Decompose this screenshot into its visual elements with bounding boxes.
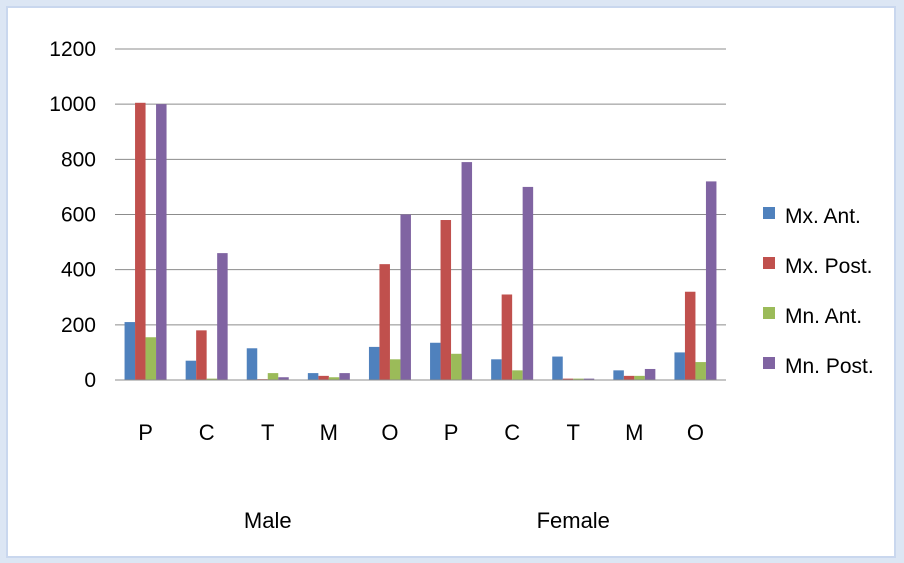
bar-mn-post-4: [400, 214, 411, 380]
bar-mn-ant-0: [145, 337, 157, 380]
legend-swatch: [763, 307, 775, 319]
bar-mx-post-0: [135, 102, 146, 380]
x-category-label: P: [444, 420, 459, 445]
bar-mn-ant-6: [512, 370, 523, 380]
bar-mn-ant-2: [267, 373, 279, 380]
bar-mn-post-7: [583, 378, 595, 380]
bar-mn-ant-4: [389, 359, 401, 380]
y-tick-label: 400: [61, 259, 96, 282]
legend-label: Mx. Post.: [785, 255, 873, 278]
bar-mn-post-0: [156, 104, 167, 381]
bar-chart: 0 200 400 600 800 1000 1200 P C T M O P C T M O Male Fem…: [49, 38, 874, 533]
group-labels: Male Female: [244, 508, 610, 533]
bar-mx-ant-5: [430, 342, 441, 380]
bar-mx-post-9: [684, 291, 696, 380]
legend-swatch: [763, 257, 775, 269]
bar-mx-ant-2: [246, 348, 258, 380]
x-category-label: C: [504, 420, 520, 445]
legend-swatch: [763, 357, 775, 369]
bar-mx-post-3: [318, 375, 329, 380]
bar-mn-post-8: [644, 368, 656, 380]
bar-mn-post-9: [705, 181, 717, 380]
bar-mx-ant-1: [185, 360, 197, 380]
x-category-label: T: [261, 420, 274, 445]
y-tick-label: 1000: [49, 93, 96, 116]
y-tick-label: 0: [84, 369, 96, 392]
bar-mx-post-6: [501, 294, 513, 380]
legend-label: Mx. Ant.: [785, 205, 861, 228]
x-category-label: M: [625, 420, 643, 445]
x-category-label: P: [138, 420, 153, 445]
bar-mx-ant-4: [368, 346, 380, 380]
legend-label: Mn. Post.: [785, 355, 874, 378]
y-axis-ticks: 0 200 400 600 800 1000 1200: [49, 38, 96, 392]
x-category-label: O: [687, 420, 704, 445]
bar-mx-post-4: [379, 264, 390, 380]
x-category-label: C: [199, 420, 215, 445]
x-category-label: M: [320, 420, 338, 445]
x-category-label: T: [567, 420, 580, 445]
bar-mn-ant-9: [695, 362, 706, 380]
bar-mx-post-5: [440, 220, 452, 380]
legend-label: Mn. Ant.: [785, 305, 862, 328]
bar-mn-post-1: [217, 253, 228, 380]
bar-mn-ant-5: [451, 353, 462, 380]
bar-mx-ant-9: [674, 352, 685, 380]
y-tick-label: 1200: [49, 38, 96, 61]
bar-mn-post-5: [461, 162, 473, 380]
bar-mx-ant-7: [552, 356, 563, 380]
bar-mx-post-8: [623, 375, 635, 380]
bar-mn-ant-1: [206, 378, 218, 380]
bar-mn-ant-3: [328, 377, 340, 380]
gridlines: [115, 48, 726, 326]
y-tick-label: 800: [61, 148, 96, 171]
bar-mn-post-2: [278, 377, 289, 380]
bars: [124, 102, 717, 381]
bar-mx-ant-3: [307, 373, 319, 380]
bar-mn-ant-8: [634, 375, 645, 380]
bar-mn-post-3: [339, 373, 350, 380]
x-category-label: O: [381, 420, 398, 445]
legend: Mx. Ant. Mx. Post. Mn. Ant. Mn. Post.: [763, 205, 874, 378]
bar-mx-ant-0: [124, 322, 136, 380]
group-label-female: Female: [537, 508, 610, 533]
chart-frame: 0 200 400 600 800 1000 1200 P C T M O P C T M O Male Fem…: [6, 6, 896, 558]
legend-swatch: [763, 207, 775, 219]
bar-mn-ant-7: [573, 378, 584, 380]
bar-mx-post-7: [562, 378, 574, 380]
group-label-male: Male: [244, 508, 292, 533]
bar-mx-post-1: [196, 330, 207, 380]
y-tick-label: 200: [61, 314, 96, 337]
y-tick-label: 600: [61, 204, 96, 227]
bar-mn-post-6: [522, 186, 534, 380]
bar-mx-ant-8: [613, 370, 624, 380]
bar-mx-ant-6: [491, 359, 502, 380]
